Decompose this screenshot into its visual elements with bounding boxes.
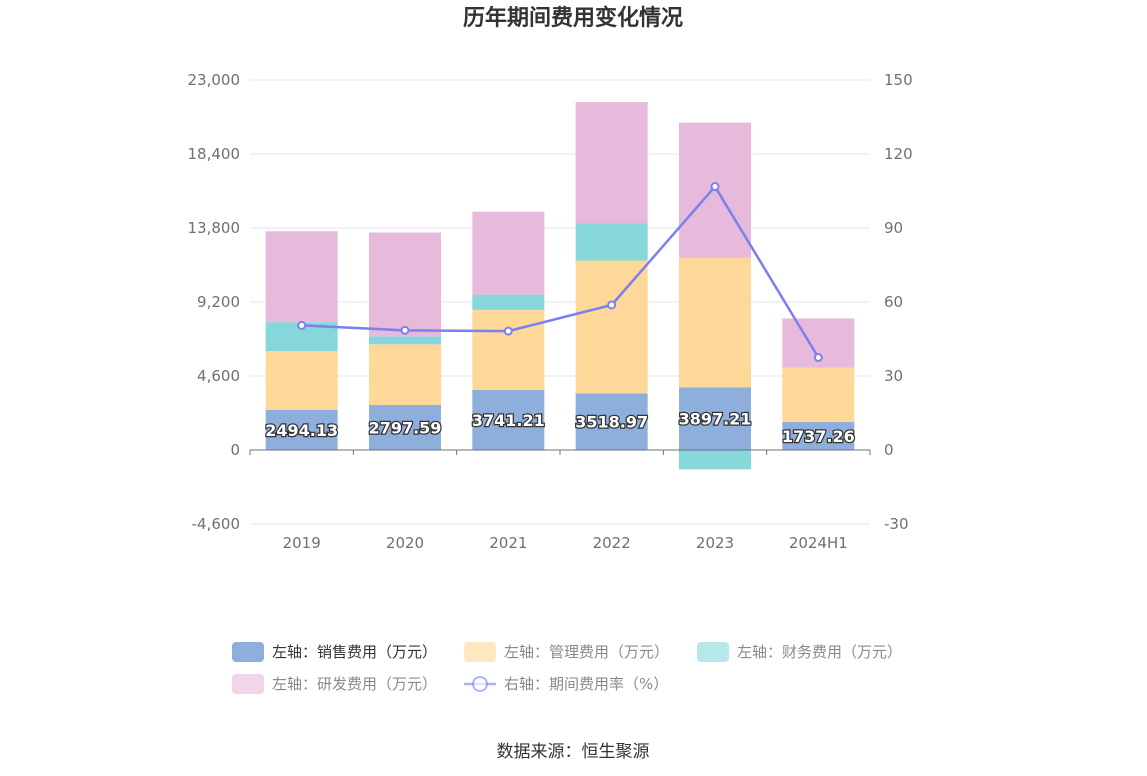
legend-swatch (232, 674, 264, 694)
bar-value-label: 2494.13 (265, 421, 338, 440)
rate-point (607, 300, 617, 310)
legend-swatch (697, 642, 729, 662)
right-tick-label: 90 (884, 219, 903, 237)
bar-value-label: 3897.21 (679, 410, 752, 429)
bar-segment (575, 260, 648, 394)
legend-item[interactable]: 右轴：期间费用率（%） (464, 675, 668, 693)
rate-point (813, 353, 823, 362)
bar-segment (472, 389, 545, 450)
bar-segment (575, 223, 648, 261)
bar-value-label: 3741.21 (472, 411, 545, 430)
rate-line (301, 184, 820, 359)
bar-segment (369, 404, 441, 450)
source-note: 数据来源：恒生聚源 (497, 742, 650, 762)
left-tick-label: 18,400 (188, 145, 241, 163)
legend-label: 右轴：期间费用率（%） (504, 675, 668, 693)
right-tick-label: 150 (884, 71, 913, 89)
zero-axis-line (249, 449, 871, 455)
legend-label: 左轴：财务费用（万元） (737, 643, 902, 661)
rate-point (503, 326, 513, 336)
bar-segment (472, 309, 545, 390)
rate-point (297, 320, 307, 330)
bar-segment (369, 336, 441, 345)
legend-item[interactable]: 左轴：研发费用（万元） (232, 674, 437, 694)
bars (265, 102, 855, 470)
right-tick-label: 30 (884, 367, 903, 385)
bar-segment (265, 409, 338, 450)
bar-segment (679, 257, 751, 388)
bar-segment (265, 351, 338, 410)
legend-item[interactable]: 左轴：财务费用（万元） (697, 642, 902, 662)
legend-swatch (464, 642, 496, 662)
bar-value-label: 2797.59 (369, 418, 442, 437)
legend-label: 左轴：研发费用（万元） (272, 675, 437, 693)
legend-item[interactable]: 左轴：销售费用（万元） (232, 642, 437, 662)
bar-segment (369, 232, 441, 337)
chart-title: 历年期间费用变化情况 (463, 5, 683, 31)
bar-value-label: 1737.26 (782, 427, 855, 446)
line-series (297, 182, 823, 362)
legend[interactable]: 左轴：销售费用（万元） 左轴：管理费用（万元） 左轴：财务费用（万元） 左轴：研发费用… (232, 642, 902, 694)
bar-segment (782, 367, 855, 423)
x-tick-label: 2019 (283, 534, 321, 552)
left-axis: -4,600 0 4,600 9,200 13,800 18,400 23,000 (188, 71, 241, 533)
bar-segment (782, 422, 855, 450)
bar-segment (369, 344, 441, 405)
left-tick-label: 4,600 (197, 367, 240, 385)
legend-item[interactable]: 左轴：管理费用（万元） (464, 642, 669, 662)
bar-segment (472, 211, 545, 295)
right-axis: -30 0 30 60 90 120 150 (884, 71, 913, 533)
bar-labels: 2494.13 2797.59 3741.21 3518.97 3897.21 1737.… (264, 408, 856, 447)
x-tick-label: 2023 (696, 534, 734, 552)
bar-segment (679, 387, 751, 450)
left-tick-label: -4,600 (192, 515, 240, 533)
bar-value-label: 3518.97 (575, 413, 648, 432)
left-tick-label: 13,800 (188, 219, 241, 237)
bar-segment (575, 393, 648, 450)
grid (250, 79, 870, 525)
bar-segment (472, 294, 545, 310)
right-tick-label: 60 (884, 293, 903, 311)
rate-point (400, 325, 410, 335)
bar-segment (679, 450, 751, 470)
left-tick-label: 9,200 (197, 293, 240, 311)
right-tick-label: 120 (884, 145, 913, 163)
legend-label: 左轴：销售费用（万元） (272, 643, 437, 661)
bar-segment (265, 231, 338, 323)
rate-point (710, 182, 720, 192)
x-axis: 2019 2020 2021 2022 2023 2024H1 (283, 534, 848, 552)
bar-segment (575, 102, 648, 224)
right-tick-label: -30 (884, 515, 909, 533)
legend-label: 左轴：管理费用（万元） (504, 643, 669, 661)
x-tick-label: 2020 (386, 534, 424, 552)
legend-marker (472, 676, 488, 692)
left-tick-label: 0 (230, 441, 240, 459)
x-tick-label: 2024H1 (789, 534, 848, 552)
left-tick-label: 23,000 (188, 71, 241, 89)
right-tick-label: 0 (884, 441, 894, 459)
x-tick-label: 2021 (489, 534, 527, 552)
legend-swatch (232, 642, 264, 662)
x-tick-label: 2022 (593, 534, 631, 552)
